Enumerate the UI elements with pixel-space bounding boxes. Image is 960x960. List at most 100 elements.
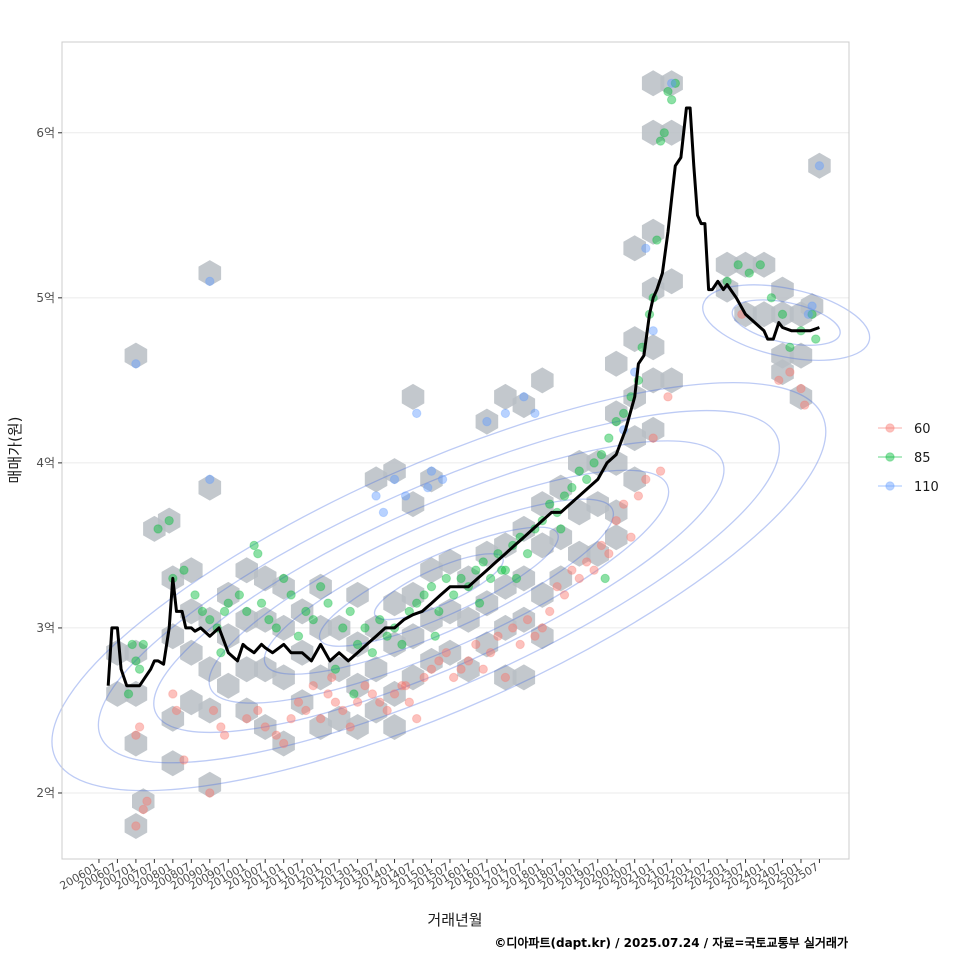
contour-0 bbox=[373, 553, 504, 621]
point-110-5 bbox=[389, 474, 400, 485]
point-60-18 bbox=[293, 697, 304, 707]
hexbin-126 bbox=[715, 276, 739, 303]
point-60-68 bbox=[663, 392, 673, 402]
hexbin-71 bbox=[438, 548, 462, 575]
point-60-33 bbox=[404, 697, 415, 707]
point-85-96 bbox=[430, 631, 440, 641]
hexbin-80 bbox=[475, 408, 499, 435]
point-110-18 bbox=[648, 326, 658, 336]
hexbin-16 bbox=[180, 689, 203, 716]
hexbin-37 bbox=[272, 664, 295, 691]
hexbin-95 bbox=[531, 367, 554, 394]
point-110-21 bbox=[803, 309, 814, 320]
point-85-43 bbox=[434, 606, 444, 617]
point-60-36 bbox=[426, 664, 437, 674]
hexbin-123 bbox=[660, 119, 683, 146]
hexbin-135 bbox=[771, 359, 794, 386]
legend-key-85 bbox=[885, 452, 895, 462]
point-85-78 bbox=[666, 95, 677, 105]
caption: ©디아파트(dapt.kr) / 2025.07.24 / 자료=국토교통부 실… bbox=[494, 935, 848, 950]
point-60-25 bbox=[345, 722, 355, 732]
legend: 60 85 110 bbox=[878, 422, 939, 495]
point-60-12 bbox=[242, 714, 252, 724]
point-85-9 bbox=[190, 590, 200, 600]
point-60-57 bbox=[581, 557, 592, 567]
hexbin-33 bbox=[254, 656, 277, 683]
hexbin-98 bbox=[549, 565, 573, 592]
hexbin-56 bbox=[364, 466, 388, 493]
point-85-36 bbox=[382, 631, 392, 641]
hexbin-50 bbox=[346, 631, 369, 658]
hexbin-122 bbox=[660, 70, 683, 97]
contour-1 bbox=[318, 526, 559, 647]
legend-label-110: 110 bbox=[914, 480, 939, 495]
contour-2 bbox=[263, 498, 615, 675]
y-tick-label-4: 6억 bbox=[36, 126, 55, 140]
point-60-29 bbox=[375, 697, 385, 707]
hexbin-6 bbox=[124, 813, 148, 839]
point-85-94 bbox=[253, 548, 263, 559]
point-60-11 bbox=[219, 730, 230, 740]
hexbin-32 bbox=[254, 606, 277, 633]
point-85-28 bbox=[323, 598, 333, 608]
point-85-64 bbox=[589, 458, 599, 468]
hexbin-139 bbox=[808, 152, 831, 179]
hexbin-5 bbox=[124, 342, 148, 369]
point-85-66 bbox=[604, 433, 614, 443]
point-85-79 bbox=[670, 78, 681, 88]
hexbin-87 bbox=[512, 565, 536, 592]
y-tick-label-0: 2억 bbox=[36, 786, 55, 800]
point-60-4 bbox=[131, 821, 141, 831]
point-85-91 bbox=[511, 573, 522, 584]
hexbin-21 bbox=[198, 474, 222, 501]
point-85-51 bbox=[493, 548, 503, 559]
point-85-44 bbox=[441, 573, 451, 584]
hexbin-114 bbox=[623, 235, 646, 262]
point-85-15 bbox=[223, 598, 233, 608]
point-60-75 bbox=[327, 672, 337, 683]
point-110-13 bbox=[519, 392, 529, 402]
hexbin-42 bbox=[309, 573, 332, 600]
point-85-49 bbox=[478, 557, 488, 567]
hexbin-49 bbox=[346, 581, 369, 608]
point-85-85 bbox=[777, 309, 788, 320]
point-60-2 bbox=[138, 804, 148, 815]
point-60-8 bbox=[205, 788, 215, 798]
point-85-25 bbox=[301, 606, 311, 617]
hexbin-86 bbox=[512, 515, 536, 542]
point-60-10 bbox=[216, 722, 226, 732]
point-60-56 bbox=[574, 573, 584, 584]
point-60-0 bbox=[131, 730, 141, 740]
point-85-19 bbox=[256, 598, 267, 608]
point-60-64 bbox=[633, 491, 644, 501]
point-85-97 bbox=[474, 598, 485, 608]
point-85-10 bbox=[197, 606, 208, 617]
point-60-26 bbox=[352, 697, 363, 707]
hexbin-117 bbox=[641, 416, 665, 443]
point-60-20 bbox=[308, 680, 318, 691]
point-60-54 bbox=[559, 590, 570, 600]
point-60-67 bbox=[655, 466, 666, 476]
hexbin-41 bbox=[290, 689, 314, 716]
hexbin-51 bbox=[346, 672, 369, 699]
point-60-63 bbox=[626, 532, 636, 542]
hexbin-1 bbox=[106, 680, 129, 707]
y-tick-label-2: 4억 bbox=[36, 456, 55, 470]
trend-line-layer bbox=[106, 106, 820, 688]
point-85-8 bbox=[179, 565, 189, 575]
point-60-65 bbox=[641, 474, 651, 485]
hexbin-88 bbox=[512, 606, 536, 633]
point-60-72 bbox=[799, 400, 810, 410]
hexbin-46 bbox=[327, 614, 351, 641]
point-60-45 bbox=[493, 631, 503, 641]
hexbin-64 bbox=[401, 664, 425, 691]
point-85-31 bbox=[345, 606, 355, 617]
hexbin-93 bbox=[531, 581, 554, 608]
point-110-11 bbox=[482, 416, 492, 427]
point-60-38 bbox=[441, 647, 451, 658]
point-60-15 bbox=[271, 730, 282, 740]
hexbin-30 bbox=[235, 697, 258, 724]
hexbin-81 bbox=[494, 532, 517, 559]
hexbin-19 bbox=[198, 656, 222, 683]
point-110-22 bbox=[807, 301, 817, 311]
